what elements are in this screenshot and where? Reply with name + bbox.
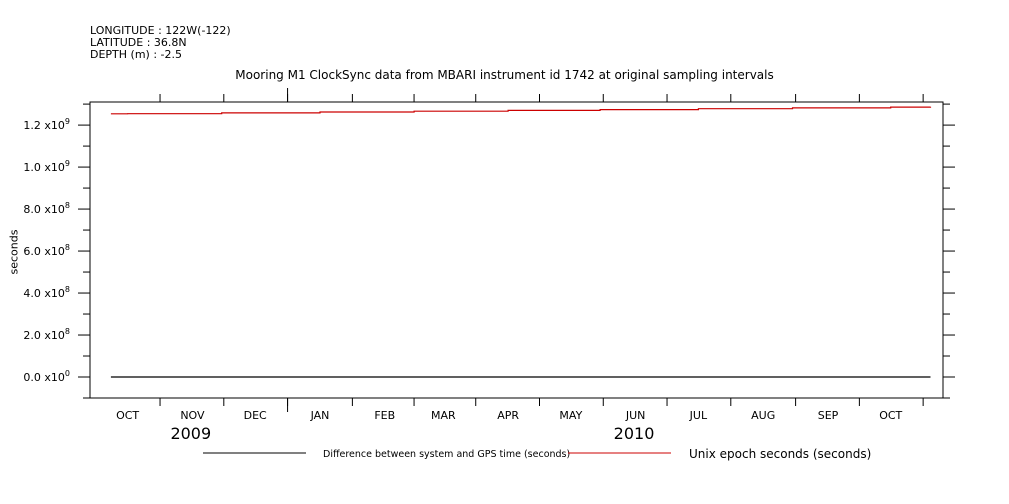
x-tick-label: JUN	[625, 409, 646, 422]
year-label: 2009	[170, 424, 212, 443]
legend-label-gps-difference: Difference between system and GPS time (…	[323, 449, 570, 460]
y-tick-label: 1.2 x109	[23, 117, 70, 132]
x-tick-label: OCT	[879, 409, 902, 422]
x-tick-label: MAY	[559, 409, 582, 422]
series-layer	[110, 106, 932, 378]
y-tick-label: 1.0 x109	[23, 159, 70, 174]
series-line-unix-epoch	[110, 106, 932, 115]
x-tick-label: FEB	[374, 409, 395, 422]
x-tick-label: JAN	[310, 409, 330, 422]
x-tick-label: MAR	[431, 409, 456, 422]
x-tick-label: NOV	[180, 409, 205, 422]
y-tick-label: 6.0 x108	[23, 243, 70, 258]
legend: Difference between system and GPS time (…	[203, 447, 871, 461]
x-tick-label: APR	[497, 409, 519, 422]
y-tick-label: 8.0 x108	[23, 201, 70, 216]
latitude-label: LATITUDE : 36.8N	[90, 36, 187, 49]
legend-label-unix-epoch: Unix epoch seconds (seconds)	[689, 447, 871, 461]
x-tick-label: JUL	[689, 409, 708, 422]
longitude-label: LONGITUDE : 122W(-122)	[90, 24, 231, 37]
x-tick-label: SEP	[818, 409, 839, 422]
y-tick-label: 2.0 x108	[23, 327, 70, 342]
y-tick-label: 4.0 x108	[23, 285, 70, 300]
x-axis: OCT NOV DEC JAN FEB MAR APR MAY JUN JUL AUG SEP OCT	[116, 88, 924, 422]
y-tick-label: 0.0 x100	[23, 369, 70, 384]
plot-border	[89, 101, 944, 399]
plot-frame	[89, 101, 944, 399]
depth-label: DEPTH (m) : -2.5	[90, 48, 183, 61]
y-axis: 0.0 x100 2.0 x108 4.0 x108 6.0 x108 8.0 x108…	[23, 103, 955, 399]
chart-title: Mooring M1 ClockSync data from MBARI ins…	[235, 68, 774, 82]
year-label: 2010	[613, 424, 655, 443]
x-tick-label: AUG	[751, 409, 775, 422]
x-tick-label: OCT	[116, 409, 139, 422]
x-tick-label: DEC	[244, 409, 267, 422]
